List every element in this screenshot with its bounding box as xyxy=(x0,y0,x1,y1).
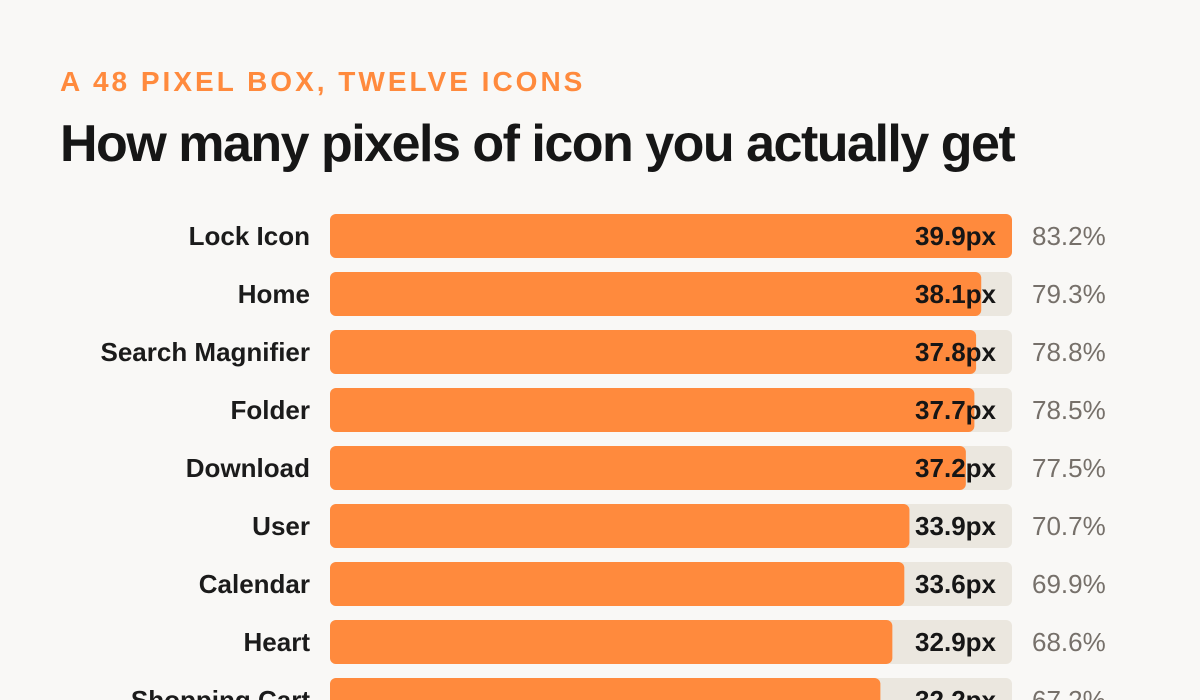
bar xyxy=(330,330,977,374)
value-label: 32.9px xyxy=(915,627,996,657)
bar xyxy=(330,446,966,490)
value-label: 32.2px xyxy=(915,685,996,700)
category-label: Calendar xyxy=(199,569,310,599)
percent-label: 83.2% xyxy=(1032,221,1106,251)
value-label: 33.6px xyxy=(915,569,996,599)
value-label: 38.1px xyxy=(915,279,996,309)
category-label: Home xyxy=(238,279,310,309)
category-label: Folder xyxy=(231,395,310,425)
value-label: 39.9px xyxy=(915,221,996,251)
category-label: Download xyxy=(186,453,310,483)
bar xyxy=(330,562,905,606)
category-label: Lock Icon xyxy=(189,221,310,251)
percent-label: 77.5% xyxy=(1032,453,1106,483)
value-label: 37.8px xyxy=(915,337,996,367)
category-label: User xyxy=(252,511,310,541)
chart-title: How many pixels of icon you actually get xyxy=(60,115,1016,173)
value-label: 37.2px xyxy=(915,453,996,483)
eyebrow-label: A 48 PIXEL BOX, TWELVE ICONS xyxy=(60,66,586,97)
percent-label: 70.7% xyxy=(1032,511,1106,541)
category-label: Shopping Cart xyxy=(131,685,310,700)
bar xyxy=(330,504,910,548)
category-label: Heart xyxy=(244,627,311,657)
value-label: 37.7px xyxy=(915,395,996,425)
bar xyxy=(330,620,893,664)
bar xyxy=(330,272,982,316)
value-label: 33.9px xyxy=(915,511,996,541)
percent-label: 68.6% xyxy=(1032,627,1106,657)
bar xyxy=(330,214,1012,258)
bar xyxy=(330,388,975,432)
category-label: Search Magnifier xyxy=(100,337,310,367)
percent-label: 78.8% xyxy=(1032,337,1106,367)
percent-label: 69.9% xyxy=(1032,569,1106,599)
bar xyxy=(330,678,881,700)
percent-label: 67.2% xyxy=(1032,685,1106,700)
percent-label: 79.3% xyxy=(1032,279,1106,309)
percent-label: 78.5% xyxy=(1032,395,1106,425)
